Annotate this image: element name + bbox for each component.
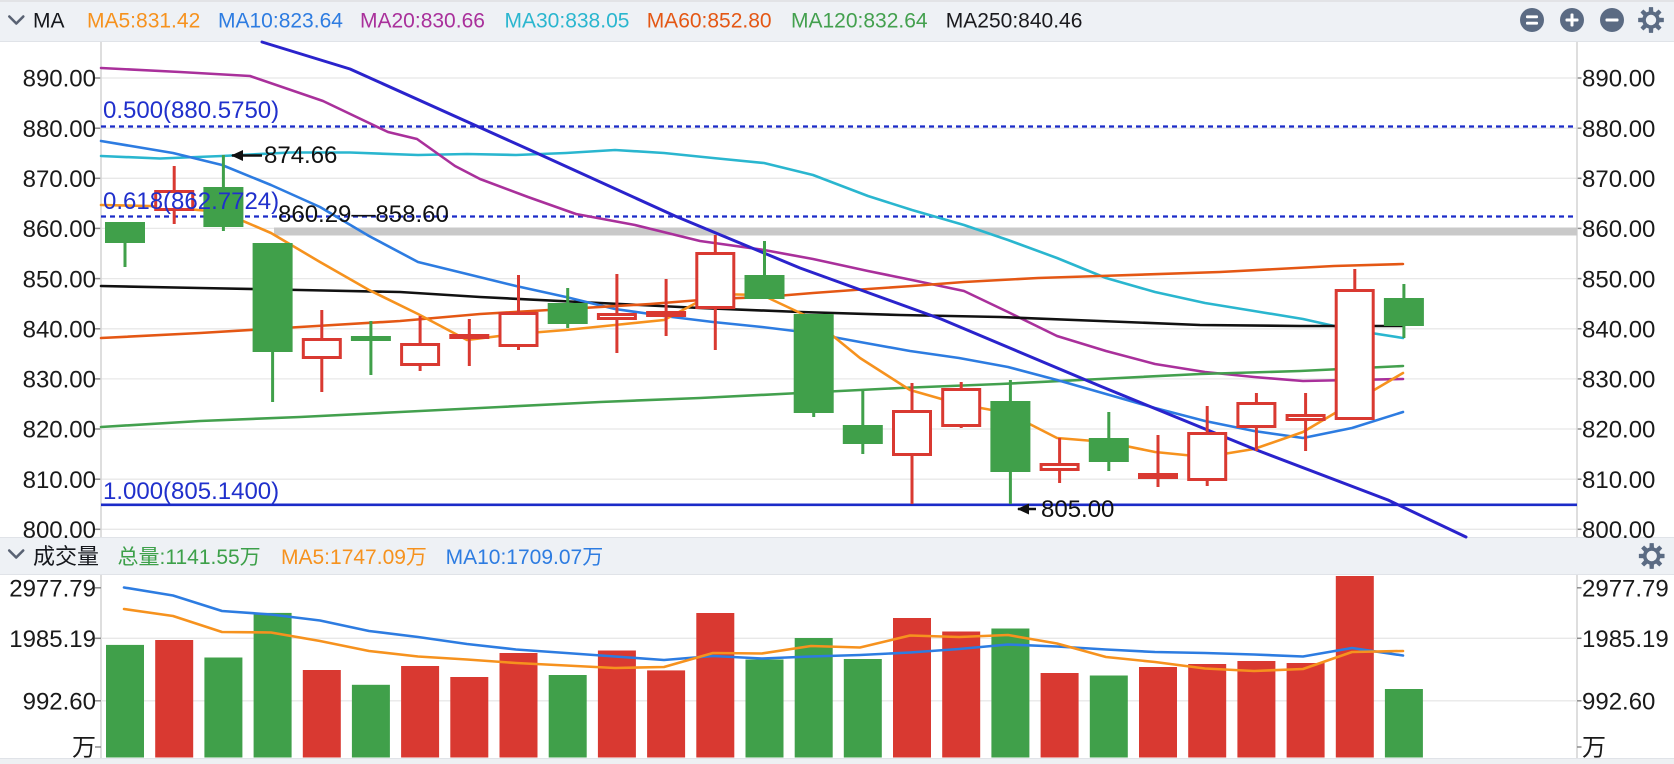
svg-text:MA5:1747.09万: MA5:1747.09万 — [281, 546, 427, 569]
svg-text:820.00: 820.00 — [23, 417, 96, 444]
svg-text:MA120:832.64: MA120:832.64 — [791, 10, 928, 33]
svg-text:992.60: 992.60 — [23, 689, 96, 716]
svg-text:880.00: 880.00 — [1582, 116, 1655, 143]
svg-text:1.000(805.1400): 1.000(805.1400) — [103, 478, 279, 505]
svg-text:万: 万 — [1582, 735, 1606, 762]
svg-text:万: 万 — [72, 735, 96, 762]
svg-text:0.500(880.5750): 0.500(880.5750) — [103, 97, 279, 124]
svg-text:1985.19: 1985.19 — [9, 626, 96, 653]
svg-text:成交量: 成交量 — [33, 544, 99, 569]
svg-text:850.00: 850.00 — [1582, 266, 1655, 293]
svg-text:870.00: 870.00 — [1582, 166, 1655, 193]
svg-text:860.00: 860.00 — [23, 216, 96, 243]
svg-text:874.66: 874.66 — [264, 142, 337, 169]
svg-text:810.00: 810.00 — [23, 467, 96, 494]
svg-text:810.00: 810.00 — [1582, 467, 1655, 494]
svg-text:860.29—858.60: 860.29—858.60 — [278, 201, 449, 228]
svg-text:MA20:830.66: MA20:830.66 — [360, 10, 485, 33]
svg-text:830.00: 830.00 — [23, 367, 96, 394]
svg-text:MA5:831.42: MA5:831.42 — [87, 10, 200, 33]
svg-text:820.00: 820.00 — [1582, 417, 1655, 444]
svg-text:850.00: 850.00 — [23, 266, 96, 293]
svg-text:840.00: 840.00 — [1582, 316, 1655, 343]
svg-text:MA10:1709.07万: MA10:1709.07万 — [446, 546, 604, 569]
svg-text:890.00: 890.00 — [23, 66, 96, 93]
svg-text:2977.79: 2977.79 — [9, 576, 96, 603]
svg-text:840.00: 840.00 — [23, 316, 96, 343]
svg-text:MA: MA — [33, 10, 65, 33]
svg-text:总量:1141.55万: 总量:1141.55万 — [118, 546, 261, 569]
svg-text:860.00: 860.00 — [1582, 216, 1655, 243]
svg-text:2977.79: 2977.79 — [1582, 576, 1669, 603]
svg-text:805.00: 805.00 — [1041, 496, 1114, 523]
svg-text:870.00: 870.00 — [23, 166, 96, 193]
svg-text:880.00: 880.00 — [23, 116, 96, 143]
svg-text:830.00: 830.00 — [1582, 367, 1655, 394]
svg-text:992.60: 992.60 — [1582, 689, 1655, 716]
svg-text:MA250:840.46: MA250:840.46 — [946, 10, 1083, 33]
svg-text:MA30:838.05: MA30:838.05 — [505, 10, 630, 33]
svg-text:1985.19: 1985.19 — [1582, 626, 1669, 653]
svg-text:800.00: 800.00 — [1582, 517, 1655, 544]
svg-text:800.00: 800.00 — [23, 517, 96, 544]
svg-text:MA60:852.80: MA60:852.80 — [647, 10, 772, 33]
svg-text:0.618(862.7724): 0.618(862.7724) — [103, 188, 279, 215]
svg-text:890.00: 890.00 — [1582, 66, 1655, 93]
svg-text:MA10:823.64: MA10:823.64 — [218, 10, 343, 33]
